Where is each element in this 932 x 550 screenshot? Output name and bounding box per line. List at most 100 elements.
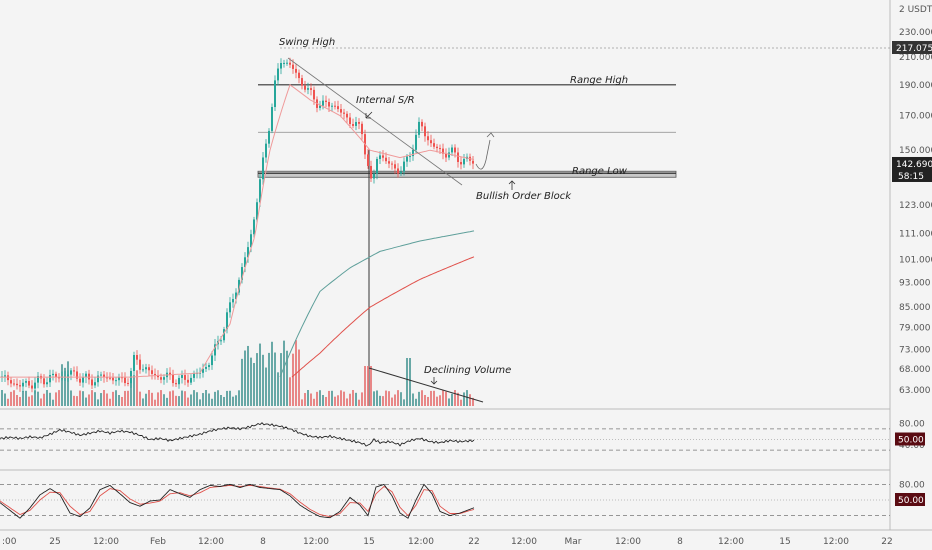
volume-bar [382, 396, 384, 406]
volume-bar [331, 390, 333, 406]
volume-bar [289, 377, 291, 406]
declining-volume-line [368, 367, 484, 403]
volume-bar [364, 366, 366, 406]
candle-body [181, 375, 183, 378]
candle-body [85, 373, 87, 378]
candle-body [229, 302, 231, 313]
volume-bar [208, 393, 210, 406]
volume-bar [127, 390, 129, 406]
candle-body [163, 377, 165, 380]
volume-bar [145, 393, 147, 406]
candle-body [223, 329, 225, 341]
volume-bar [211, 398, 213, 406]
volume-bar [397, 390, 399, 406]
time-tick-label: 8 [260, 537, 266, 547]
volume-bar [385, 390, 387, 406]
range-low-label: Range Low [572, 166, 628, 177]
volume-bar [112, 391, 114, 406]
volume-bar [70, 390, 72, 406]
time-tick-label: 12:00 [198, 537, 224, 547]
volume-bar [454, 390, 456, 406]
volume-bar [226, 390, 228, 406]
volume-bar [436, 396, 438, 406]
volume-bar [40, 398, 42, 406]
candle-body [304, 85, 306, 90]
candle-body [379, 155, 381, 159]
volume-bar [100, 393, 102, 406]
candle-body [337, 106, 339, 110]
candle-body [118, 377, 120, 381]
candle-body [31, 385, 33, 389]
candle-body [25, 381, 27, 383]
candle-body [400, 171, 402, 174]
volume-bar [52, 399, 54, 406]
candle-body [370, 165, 372, 179]
candle-body [55, 373, 57, 378]
time-tick-label: Mar [565, 537, 582, 547]
candle-body [187, 379, 189, 383]
candle-body [160, 377, 162, 380]
candle-body [103, 374, 105, 378]
candle-body [34, 382, 36, 389]
internal-sr-arrow [365, 111, 373, 119]
volume-bar [334, 396, 336, 406]
volume-bar [217, 390, 219, 406]
candle-body [115, 380, 117, 382]
volume-bar [25, 390, 27, 406]
candle-body [313, 89, 315, 100]
candle-body [454, 147, 456, 153]
volume-arrow [430, 377, 438, 385]
volume-bar [340, 390, 342, 406]
declining-volume-label: Declining Volume [424, 365, 511, 376]
candle-body [145, 367, 147, 370]
time-axis[interactable]: :00 25 12:00 Feb 12:00 8 12:00 15 12:00 22 12:00 Ma… [2, 537, 893, 547]
volume-bar [280, 353, 282, 406]
candle-body [331, 105, 333, 107]
candle-body [94, 382, 96, 386]
price-axis[interactable]: 230.000210.000190.000170.000150.000137.0… [892, 28, 932, 396]
candle-body [445, 153, 447, 158]
volume-bar [322, 394, 324, 406]
swing-high-price-text: 217.075 [896, 44, 932, 54]
candle-body [133, 355, 135, 371]
volume-bar [220, 394, 222, 406]
volume-bar [148, 390, 150, 406]
candle-body [52, 373, 54, 376]
volume-bar [181, 390, 183, 406]
time-tick-label: 12:00 [615, 537, 641, 547]
time-tick-label: 15 [779, 537, 790, 547]
volume-bar [463, 392, 465, 406]
stoch-oscillator [0, 483, 890, 519]
volume-bar [202, 393, 204, 406]
candle-body [430, 140, 432, 144]
candle-body [190, 377, 192, 383]
volume-bar [121, 396, 123, 406]
stoch-current-badge [895, 493, 925, 506]
candle-body [208, 365, 210, 368]
candle-body [448, 152, 450, 158]
volume-bar [406, 358, 408, 406]
candle-body [7, 375, 9, 381]
volume-bar [352, 390, 354, 406]
candle-body [280, 63, 282, 69]
volume-bar [409, 358, 411, 406]
volume-bar [391, 397, 393, 406]
volume-bar [328, 390, 330, 406]
volume-bar [256, 353, 258, 406]
price-tick-label: 93.000 [899, 278, 931, 288]
candle-body [385, 157, 387, 162]
candle-body [205, 367, 207, 369]
candle-body [424, 126, 426, 137]
volume-bar [13, 390, 15, 406]
candle-body [109, 377, 111, 379]
volume-bar [175, 395, 177, 406]
volume-bar [304, 393, 306, 406]
candle-body [235, 292, 237, 300]
stoch-axis[interactable]: 80.00 50.00 [895, 480, 925, 506]
volume-bar [268, 352, 270, 406]
volume-bar [433, 390, 435, 406]
candle-body [91, 379, 93, 386]
volume-bar [346, 398, 348, 406]
